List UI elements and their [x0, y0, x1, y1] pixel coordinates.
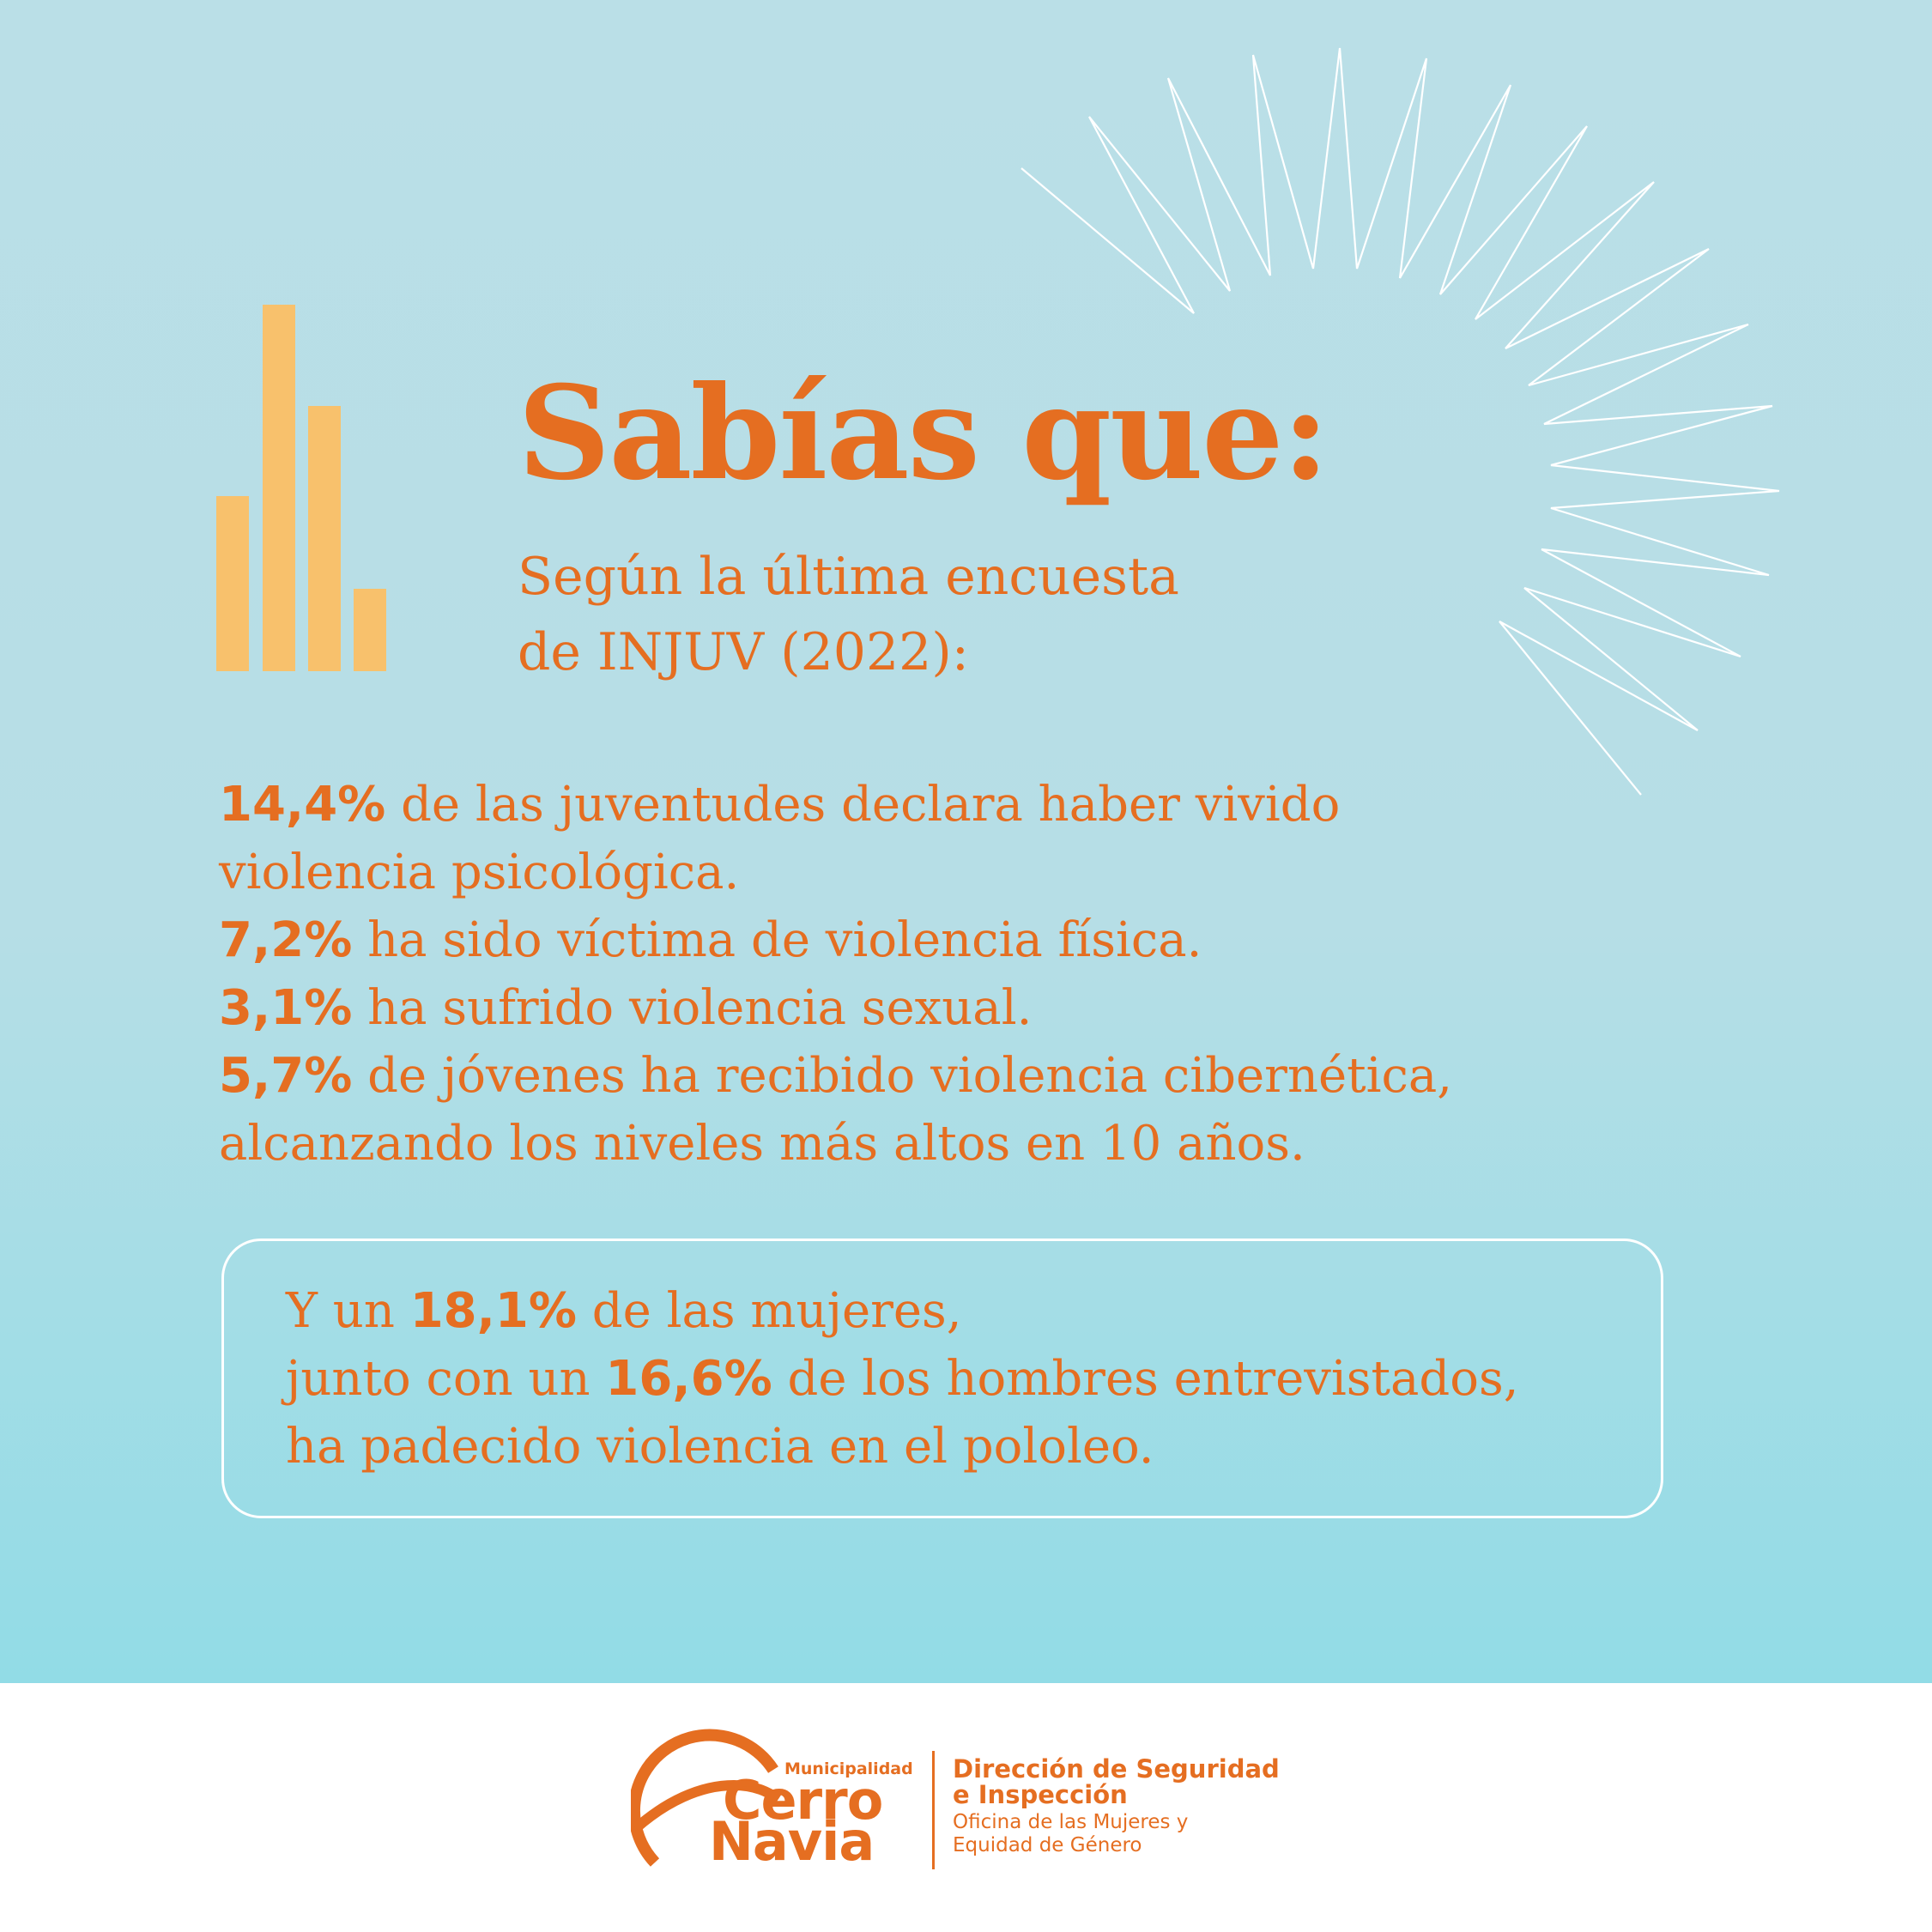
highlight-line-2: junto con un 16,6% de los hombres entrev… — [286, 1345, 1519, 1413]
stat-value: 3,1% — [219, 980, 353, 1036]
bar-3 — [308, 406, 341, 671]
subtitle-line-2: de INJUV (2022): — [518, 622, 969, 682]
bar-1 — [216, 496, 249, 671]
logo-municipalidad: Municipalidad — [784, 1759, 913, 1778]
stat-text: ha sufrido violencia sexual. — [352, 980, 1033, 1036]
stats-list: 14,4% de las juventudes declara haber vi… — [219, 771, 1452, 1178]
page-title: Sabías que: — [518, 358, 1329, 509]
bar-2 — [263, 305, 295, 671]
highlight-line-1: Y un 18,1% de las mujeres, — [286, 1277, 1519, 1345]
poster-background: Sabías que: Según la última encuesta de … — [0, 0, 1932, 1683]
stat-text: de jóvenes ha recibido violencia ciberné… — [352, 1048, 1453, 1104]
highlight-text-pre: Y un — [286, 1283, 410, 1339]
logo-navia: Navia — [709, 1810, 875, 1873]
stat-item: 5,7% de jóvenes ha recibido violencia ci… — [219, 1042, 1452, 1110]
highlight-text-post: de los hombres entrevistados, — [772, 1351, 1519, 1407]
department-info: Dirección de Seguridad e Inspección Ofic… — [953, 1756, 1280, 1857]
cerro-navia-logo-icon — [631, 1729, 782, 1867]
stat-item: 3,1% ha sufrido violencia sexual. — [219, 974, 1452, 1042]
footer — [0, 1683, 1932, 1932]
highlight-box: Y un 18,1% de las mujeres, junto con un … — [221, 1239, 1663, 1518]
stat-value: 7,2% — [219, 912, 353, 968]
subtitle-line-1: Según la última encuesta — [518, 547, 1179, 607]
stat-continuation: alcanzando los niveles más altos en 10 a… — [219, 1116, 1305, 1172]
office-name-line-1: Oficina de las Mujeres y — [953, 1811, 1189, 1833]
footer-divider — [932, 1751, 935, 1869]
bar-4 — [354, 589, 386, 671]
stat-item: 14,4% de las juventudes declara haber vi… — [219, 771, 1452, 839]
stat-value: 5,7% — [219, 1048, 353, 1104]
office-name-line-2: Equidad de Género — [953, 1834, 1142, 1856]
highlight-line-3: ha padecido violencia en el pololeo. — [286, 1419, 1154, 1475]
highlight-text-post: de las mujeres, — [576, 1283, 962, 1339]
highlight-value-men: 16,6% — [605, 1351, 772, 1407]
stat-text: de las juventudes declara haber vivido — [385, 777, 1341, 833]
department-name-line-1: Dirección de Seguridad — [953, 1754, 1280, 1784]
page-subtitle: Según la última encuesta de INJUV (2022)… — [518, 539, 1179, 690]
stat-continuation: violencia psicológica. — [219, 845, 740, 900]
stat-item: 7,2% ha sido víctima de violencia física… — [219, 906, 1452, 974]
highlight-text: Y un 18,1% de las mujeres, junto con un … — [286, 1277, 1519, 1481]
highlight-text-pre: junto con un — [286, 1351, 606, 1407]
highlight-value-women: 18,1% — [409, 1283, 577, 1339]
logo-cerro: Cerro — [723, 1769, 883, 1832]
stat-text: ha sido víctima de violencia física. — [352, 912, 1202, 968]
department-name-line-2: e Inspección — [953, 1780, 1128, 1809]
stat-value: 14,4% — [219, 777, 386, 833]
